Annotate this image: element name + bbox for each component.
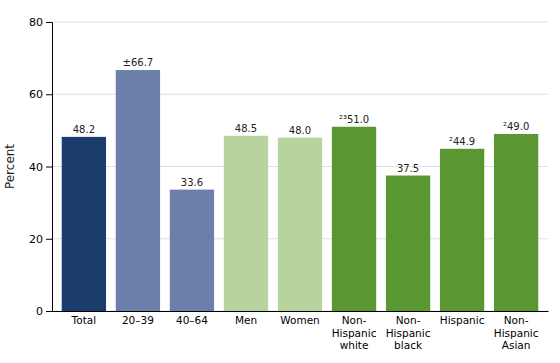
y-axis: 0 20 40 60 80 [29, 16, 53, 318]
x-tick-label: Men [235, 314, 257, 326]
bars [62, 70, 539, 311]
x-tick-label: Women [280, 314, 320, 326]
y-axis-line [46, 23, 53, 312]
bar [440, 149, 484, 311]
y-tick: 80 [29, 16, 52, 29]
x-tick-label-line: Hispanic [440, 314, 485, 326]
x-tick-label-line: Men [235, 314, 257, 326]
x-tick: 20–39 [122, 314, 154, 326]
y-tick-mark [46, 22, 52, 23]
y-tick-label: 40 [29, 161, 43, 174]
bar [62, 137, 106, 311]
data-label: 48.2 [73, 124, 95, 135]
y-tick: 60 [29, 88, 52, 101]
x-tick: Non-Hispanicwhite [332, 314, 377, 350]
bar [332, 127, 376, 311]
data-label: 48.0 [289, 125, 311, 136]
x-tick-label-line: white [340, 339, 369, 351]
bar [494, 134, 538, 311]
x-tick-label: 20–39 [122, 314, 154, 326]
data-labels: 48.2 ±66.7 33.6 48.5 48.0 ²³51.0 37.5 ²44.9 ²49.… [73, 57, 530, 188]
x-tick-label-line: black [394, 339, 423, 351]
bar [386, 176, 430, 311]
y-tick-mark [46, 167, 52, 168]
y-tick: 20 [29, 233, 52, 246]
x-tick-label-line: Women [280, 314, 320, 326]
data-label: 37.5 [397, 163, 419, 174]
y-tick-mark [46, 94, 52, 95]
data-label: ²49.0 [503, 121, 529, 132]
y-tick-mark [46, 311, 52, 312]
x-tick: Non-HispanicAsian [494, 314, 539, 350]
data-label: ±66.7 [123, 57, 154, 68]
x-tick-label-line: Total [71, 314, 97, 326]
x-tick-label-line: Non- [504, 314, 529, 326]
x-tick-label: Non-Hispanicblack [386, 314, 431, 350]
grid [52, 22, 548, 311]
x-tick-label: 40–64 [176, 314, 208, 326]
bar [224, 136, 268, 311]
y-tick: 40 [29, 161, 52, 174]
data-label: 33.6 [181, 177, 203, 188]
x-tick-label-line: Asian [502, 339, 531, 351]
y-tick-label: 60 [29, 88, 43, 101]
chart: 020406080Total20–3940–64MenWomenNon-Hisp… [0, 0, 560, 363]
x-tick: Women [280, 314, 320, 326]
y-tick-label: 20 [29, 233, 43, 246]
bar [170, 190, 214, 311]
y-tick: 0 [36, 305, 52, 318]
x-tick: Men [235, 314, 257, 326]
x-tick-label-line: 40–64 [176, 314, 208, 326]
y-axis-title: Percent [3, 144, 17, 189]
x-tick-label: Hispanic [440, 314, 485, 326]
data-label: ²³51.0 [339, 114, 369, 125]
x-tick-label-line: Hispanic [332, 327, 377, 339]
x-tick-label-line: 20–39 [122, 314, 154, 326]
x-tick-label: Total [71, 314, 97, 326]
data-label: ²44.9 [449, 136, 475, 147]
x-axis: Total20–3940–64MenWomenNon-Hispanicwhite… [53, 312, 549, 351]
x-tick-label-line: Non- [342, 314, 367, 326]
grid-line [52, 22, 548, 23]
plot: 020406080Total20–3940–64MenWomenNon-Hisp… [29, 16, 549, 351]
x-tick-label-line: Non- [396, 314, 421, 326]
x-tick: Non-Hispanicblack [386, 314, 431, 350]
y-tick-label: 0 [36, 305, 43, 318]
y-tick-mark [46, 239, 52, 240]
bar [116, 70, 160, 311]
x-tick: Hispanic [440, 314, 485, 326]
x-tick-label-line: Hispanic [386, 327, 431, 339]
x-tick-label: Non-Hispanicwhite [332, 314, 377, 350]
x-axis-line [53, 311, 549, 312]
bar [278, 138, 322, 311]
x-tick-label-line: Hispanic [494, 327, 539, 339]
x-tick: Total [71, 314, 97, 326]
x-tick-label: Non-HispanicAsian [494, 314, 539, 350]
data-label: 48.5 [235, 123, 257, 134]
x-tick: 40–64 [176, 314, 208, 326]
y-tick-label: 80 [29, 16, 43, 29]
